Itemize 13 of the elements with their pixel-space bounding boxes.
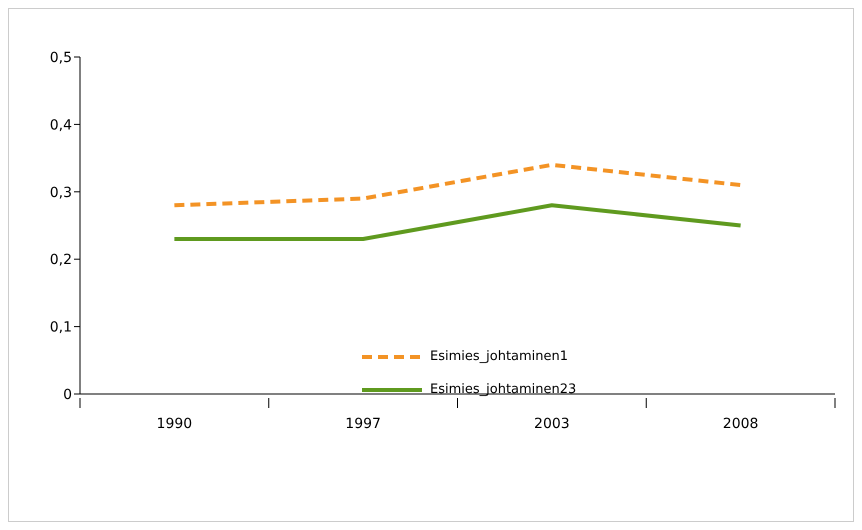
legend-label: Esimies_johtaminen1 <box>430 349 568 364</box>
x-tick-label: 2003 <box>534 416 570 432</box>
y-tick-label: 0 <box>63 386 72 403</box>
y-tick-label: 0,2 <box>50 252 72 268</box>
y-tick-label: 0,4 <box>50 117 72 134</box>
legend-label: Esimies_johtaminen23 <box>430 382 576 397</box>
line-series <box>172 162 743 208</box>
x-tick-label: 2008 <box>722 416 758 432</box>
x-tick-label: 1990 <box>156 416 192 432</box>
y-tick-label: 0,3 <box>50 184 72 201</box>
y-tick-label: 0,5 <box>50 50 72 66</box>
x-tick-label: 1997 <box>345 416 381 432</box>
y-tick-label: 0,1 <box>50 320 72 336</box>
